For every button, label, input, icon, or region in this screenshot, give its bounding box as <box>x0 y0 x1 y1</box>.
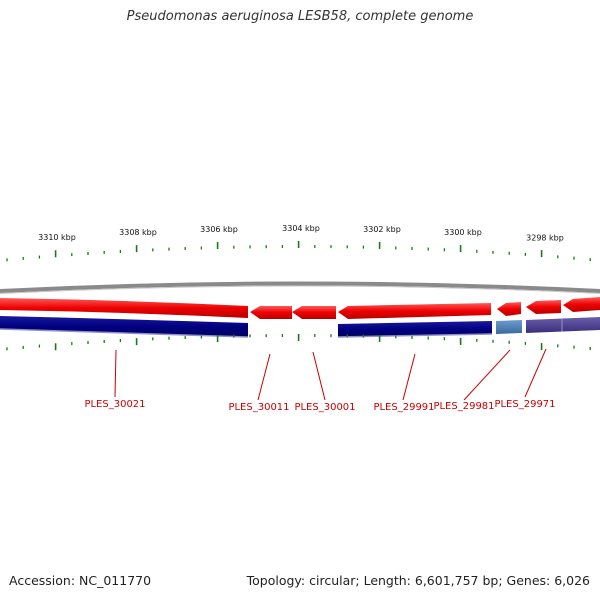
gene-leader-line <box>463 349 511 401</box>
reverse-feature-purple[interactable] <box>526 317 600 333</box>
gene-label[interactable]: PLES_29981 <box>433 401 494 412</box>
forward-feature-ples-30021[interactable] <box>0 298 248 318</box>
accession-text: Accession: NC_011770 <box>9 573 152 588</box>
scale-label: 3300 kbp <box>444 228 482 237</box>
forward-feature-right-edge[interactable] <box>563 297 600 312</box>
topology-text: Topology: circular; Length: 6,601,757 bp… <box>246 573 590 588</box>
gene-leader-line <box>114 349 117 398</box>
scale-labels: 3310 kbp 3308 kbp 3306 kbp 3304 kbp 3302 kbp… <box>38 224 564 242</box>
map-title: Pseudomonas aeruginosa LESB58, complete … <box>126 9 474 24</box>
gene-leader-line <box>257 353 271 401</box>
gene-label-leaders <box>114 348 547 401</box>
gene-leader-line <box>312 351 326 401</box>
gene-leader-line <box>402 353 416 401</box>
reverse-feature-middle[interactable] <box>338 321 492 337</box>
gene-label[interactable]: PLES_29991 <box>373 402 434 413</box>
scale-label: 3298 kbp <box>526 233 564 242</box>
forward-feature-ples-29991[interactable] <box>338 303 491 319</box>
forward-feature-ples-30001[interactable] <box>292 306 336 319</box>
scale-label: 3306 kbp <box>200 225 238 234</box>
forward-feature-ples-30011[interactable] <box>250 306 292 319</box>
gene-label[interactable]: PLES_30021 <box>84 399 145 410</box>
scale-label: 3304 kbp <box>282 224 320 233</box>
scale-label: 3302 kbp <box>363 225 401 234</box>
scale-ticks-bottom <box>6 334 591 351</box>
backbone-arc-outer <box>0 281 600 293</box>
gene-label[interactable]: PLES_30001 <box>294 402 355 413</box>
scale-label: 3308 kbp <box>119 228 157 237</box>
gene-leader-line <box>524 348 547 398</box>
backbone-arc-inner <box>0 285 600 294</box>
reverse-feature-left[interactable] <box>0 316 248 337</box>
gene-label[interactable]: PLES_30011 <box>228 402 289 413</box>
scale-label: 3310 kbp <box>38 233 76 242</box>
scale-ticks-top <box>6 241 591 262</box>
forward-feature-ples-29971[interactable] <box>526 300 561 314</box>
forward-feature-ples-29981[interactable] <box>497 302 521 316</box>
gene-label[interactable]: PLES_29971 <box>494 399 555 410</box>
reverse-feature-steel[interactable] <box>496 320 522 334</box>
gene-labels: PLES_30021 PLES_30011 PLES_30001 PLES_29991… <box>84 399 555 413</box>
